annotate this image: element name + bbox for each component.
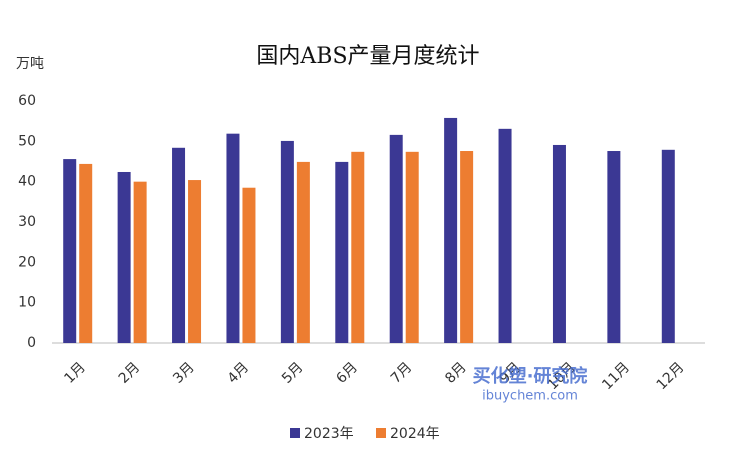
watermark: 买化塑·研究院 [473, 365, 588, 387]
legend-label: 2023年 [304, 426, 354, 442]
x-tick-label: 5月 [279, 359, 307, 387]
bar [607, 151, 621, 343]
legend-swatch [290, 428, 300, 438]
bar [117, 171, 131, 343]
bar [552, 144, 566, 343]
x-tick-label: 6月 [333, 359, 361, 387]
bar [188, 180, 202, 343]
legend-label: 2024年 [390, 426, 440, 442]
bar [351, 151, 365, 343]
x-tick-label: 8月 [442, 359, 470, 387]
watermark: ibuychem.com [482, 389, 578, 404]
bar [172, 147, 186, 343]
bar [63, 159, 77, 343]
bar [226, 133, 240, 343]
y-tick-label: 50 [18, 133, 36, 149]
y-unit: 万吨 [16, 56, 44, 72]
x-tick-label: 12月 [654, 359, 688, 393]
y-tick-label: 0 [27, 335, 36, 351]
bar [444, 117, 458, 343]
y-tick-label: 40 [18, 174, 36, 190]
x-tick-label: 3月 [170, 359, 198, 387]
bar [405, 151, 419, 343]
x-tick-label: 1月 [61, 359, 89, 387]
x-tick-label: 7月 [388, 359, 416, 387]
x-tick-label: 2月 [116, 359, 144, 387]
y-tick-label: 60 [18, 93, 36, 109]
bar [460, 151, 474, 343]
x-tick-label: 11月 [599, 359, 633, 393]
y-tick-label: 30 [18, 214, 36, 230]
bar [133, 181, 147, 343]
y-tick-label: 10 [18, 295, 36, 311]
bar [389, 134, 403, 343]
bar [280, 140, 294, 343]
bar [296, 161, 310, 343]
bar [661, 149, 675, 343]
bar [79, 163, 93, 343]
x-tick-label: 4月 [225, 359, 253, 387]
bar [335, 161, 349, 343]
chart-title: 国内ABS产量月度统计 [256, 44, 479, 69]
legend-swatch [376, 428, 386, 438]
bar [498, 128, 512, 343]
bar [242, 187, 256, 343]
y-tick-label: 20 [18, 254, 36, 270]
